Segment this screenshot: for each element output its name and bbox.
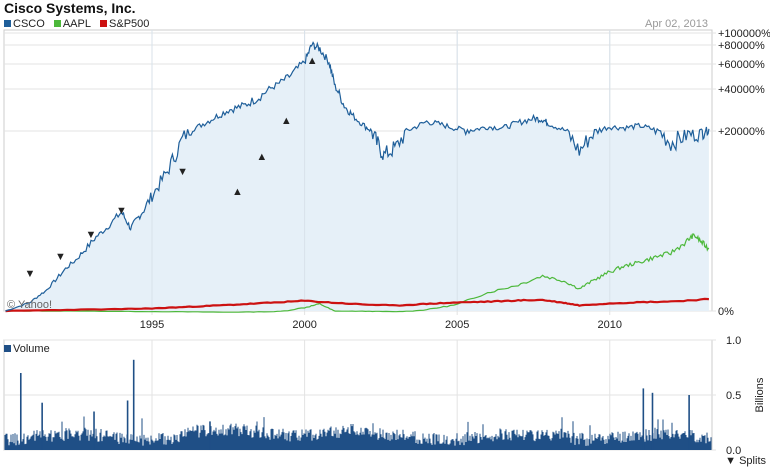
legend-label-sp500: S&P500 xyxy=(109,18,150,30)
legend-swatch-sp500 xyxy=(100,20,108,27)
split-marker: ▼ xyxy=(177,166,188,178)
date-label: Apr 02, 2013 xyxy=(645,18,708,30)
y-tick-label: +20000% xyxy=(718,126,765,138)
split-marker: ▼ xyxy=(55,251,66,263)
y-tick-label: +100000% xyxy=(718,28,770,40)
event-marker: ▲ xyxy=(281,115,292,127)
y-tick-label: 0% xyxy=(718,306,734,318)
legend-item-aapl[interactable]: AAPL xyxy=(53,18,91,30)
legend-swatch-aapl xyxy=(53,20,61,27)
event-marker: ▲ xyxy=(256,151,267,163)
y-tick-label: +40000% xyxy=(718,84,765,96)
splits-legend: ▼ Splits xyxy=(725,455,766,467)
yahoo-watermark: © Yahoo! xyxy=(7,299,53,311)
x-tick-label: 2005 xyxy=(445,319,469,331)
series-area-csco xyxy=(5,42,709,311)
split-marker: ▼ xyxy=(116,205,127,217)
volume-tick-label: 0.5 xyxy=(726,390,741,402)
volume-tick-label: 0.0 xyxy=(726,445,741,457)
event-marker: ▲ xyxy=(307,55,318,67)
volume-legend: Volume xyxy=(4,343,50,355)
series-line-sp500 xyxy=(5,297,709,313)
event-marker: ▲ xyxy=(232,186,243,198)
page-title: Cisco Systems, Inc. xyxy=(4,0,136,16)
volume-tick-label: 1.0 xyxy=(726,335,741,347)
y-tick-label: +60000% xyxy=(718,59,765,71)
volume-swatch xyxy=(4,345,11,352)
x-tick-label: 1995 xyxy=(140,319,164,331)
series-line-csco xyxy=(5,41,710,312)
x-tick-label: 2000 xyxy=(292,319,316,331)
legend-swatch-csco xyxy=(4,20,11,27)
x-tick-label: 2010 xyxy=(598,319,622,331)
split-marker: ▼ xyxy=(24,268,35,280)
volume-legend-label: Volume xyxy=(13,343,50,355)
legend-label-aapl: AAPL xyxy=(62,18,91,30)
volume-axis-title: Billions xyxy=(754,377,766,412)
legend-label-csco: CSCO xyxy=(13,18,45,30)
series-line-aapl xyxy=(5,233,710,313)
y-tick-label: +80000% xyxy=(718,40,765,52)
chart-legend: CSCO AAPL S&P500 xyxy=(4,18,155,30)
legend-item-csco[interactable]: CSCO xyxy=(4,18,45,30)
split-marker: ▼ xyxy=(86,229,97,241)
legend-item-sp500[interactable]: S&P500 xyxy=(100,18,149,30)
